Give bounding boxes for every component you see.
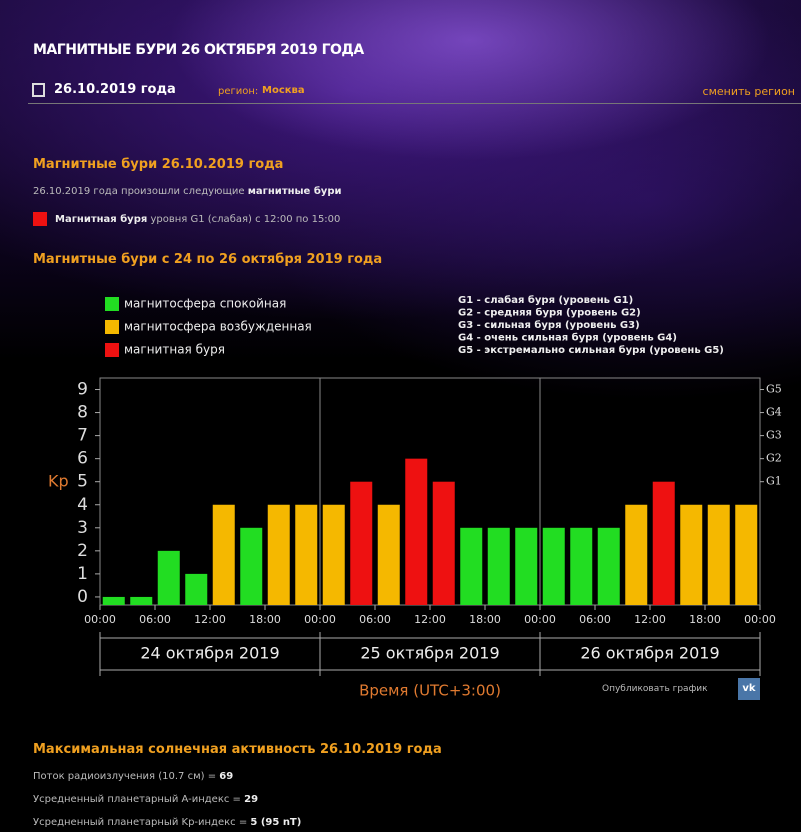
bar: [460, 527, 483, 605]
y-axis-label: Kp: [48, 472, 69, 491]
bar: [157, 550, 180, 605]
bar: [240, 527, 263, 605]
y2-tick-label: G2: [766, 452, 782, 465]
item-bold: Магнитная буря: [55, 214, 148, 225]
bar: [542, 527, 565, 605]
note: G5 - экстремально сильная буря (уровень …: [458, 344, 724, 356]
date-label: 24 октября 2019: [140, 644, 279, 663]
stat: Усредненный планетарный Kp-индекс = 5 (9…: [33, 817, 301, 828]
y2-tick-label: G4: [766, 406, 782, 419]
x-tick-label: 06:00: [139, 613, 171, 626]
bar: [405, 458, 428, 605]
chart: магнитосфера спокойная магнитосфера возбу…: [48, 294, 782, 700]
y2-tick-label: G5: [766, 383, 782, 396]
legend-swatch: [105, 297, 119, 311]
x-tick-label: 12:00: [414, 613, 446, 626]
bar: [680, 504, 703, 605]
stat-label: Усредненный планетарный A-индекс =: [33, 794, 241, 805]
legend-label: магнитная буря: [124, 343, 225, 357]
date: 26.10.2019 года: [54, 82, 176, 97]
change-region-link[interactable]: сменить регион: [702, 85, 795, 98]
note: G1 - слабая буря (уровень G1): [458, 294, 633, 306]
bar: [597, 527, 620, 605]
date-label: 25 октября 2019: [360, 644, 499, 663]
legend-swatch: [105, 320, 119, 334]
bar: [322, 504, 345, 605]
bar: [350, 481, 373, 605]
storm-item: Магнитная буря уровня G1 (слабая) с 12:0…: [55, 214, 340, 225]
section-title: Максимальная солнечная активность 26.10.…: [33, 742, 442, 757]
bar: [267, 504, 290, 605]
y-tick-label: 3: [77, 518, 88, 538]
section-text: 26.10.2019 года произошли следующие магн…: [33, 186, 342, 197]
stat: Усредненный планетарный A-индекс = 29: [33, 794, 258, 805]
bar: [515, 527, 538, 605]
y-tick-label: 6: [77, 449, 88, 469]
note: G2 - средняя буря (уровень G2): [458, 307, 641, 319]
bar: [652, 481, 675, 605]
x-tick-label: 00:00: [744, 613, 776, 626]
bar: [432, 481, 455, 605]
x-tick-label: 18:00: [689, 613, 721, 626]
x-tick-label: 00:00: [524, 613, 556, 626]
stat-value: 29: [244, 794, 259, 805]
bar: [625, 504, 648, 605]
x-axis-label: Время (UTC+3:00): [359, 682, 501, 700]
stat-value: 69: [219, 771, 234, 782]
x-tick-label: 12:00: [194, 613, 226, 626]
y-tick-label: 1: [77, 564, 88, 584]
stat: Поток радиоизлучения (10.7 см) = 69: [33, 771, 233, 782]
y-tick-label: 4: [77, 495, 88, 515]
text: 26.10.2019 года произошли следующие: [33, 186, 245, 197]
legend-label: магнитосфера возбужденная: [124, 320, 312, 334]
section-title: Магнитные бури 26.10.2019 года: [33, 157, 284, 172]
bar: [102, 596, 125, 605]
y2-tick-label: G1: [766, 475, 782, 488]
bar: [707, 504, 730, 605]
vk-button[interactable]: vk: [738, 678, 760, 700]
storm-icon: [33, 212, 47, 226]
y-tick-label: 9: [77, 380, 88, 400]
x-tick-label: 00:00: [304, 613, 336, 626]
bar: [295, 504, 318, 605]
x-tick-label: 18:00: [249, 613, 281, 626]
y-tick-label: 7: [77, 426, 88, 446]
y2-tick-label: G3: [766, 429, 782, 442]
x-tick-label: 00:00: [84, 613, 116, 626]
x-tick-label: 18:00: [469, 613, 501, 626]
note: G3 - сильная буря (уровень G3): [458, 319, 640, 331]
bar: [212, 504, 235, 605]
publish-link[interactable]: Опубликовать график: [602, 684, 708, 694]
bar: [487, 527, 510, 605]
stat-label: Поток радиоизлучения (10.7 см) =: [33, 771, 217, 782]
page-title: МАГНИТНЫЕ БУРИ 26 ОКТЯБРЯ 2019 ГОДА: [33, 42, 364, 58]
stat-value: 5 (95 nT): [250, 817, 302, 828]
x-tick-label: 06:00: [579, 613, 611, 626]
legend-label: магнитосфера спокойная: [124, 297, 286, 311]
stat-label: Усредненный планетарный Kp-индекс =: [33, 817, 248, 828]
y-tick-label: 0: [77, 587, 88, 607]
y-tick-label: 5: [77, 472, 88, 492]
date-label: 26 октября 2019: [580, 644, 719, 663]
bar: [377, 504, 400, 605]
x-tick-label: 12:00: [634, 613, 666, 626]
y-tick-label: 8: [77, 403, 88, 423]
divider: [28, 103, 801, 104]
x-tick-label: 06:00: [359, 613, 391, 626]
bar: [130, 596, 153, 605]
note: G4 - очень сильная буря (уровень G4): [458, 332, 677, 344]
text-bold: магнитные бури: [247, 186, 342, 197]
region-label: регион:: [218, 86, 259, 97]
bar: [570, 527, 593, 605]
y-tick-label: 2: [77, 541, 88, 561]
bar: [185, 573, 208, 605]
legend-swatch: [105, 343, 119, 357]
bar: [735, 504, 758, 605]
item-text: уровня G1 (слабая) с 12:00 по 15:00: [150, 214, 341, 225]
region[interactable]: Москва: [262, 85, 305, 96]
section-title: Магнитные бури с 24 по 26 октября 2019 г…: [33, 252, 383, 267]
calendar-icon: [32, 83, 45, 97]
